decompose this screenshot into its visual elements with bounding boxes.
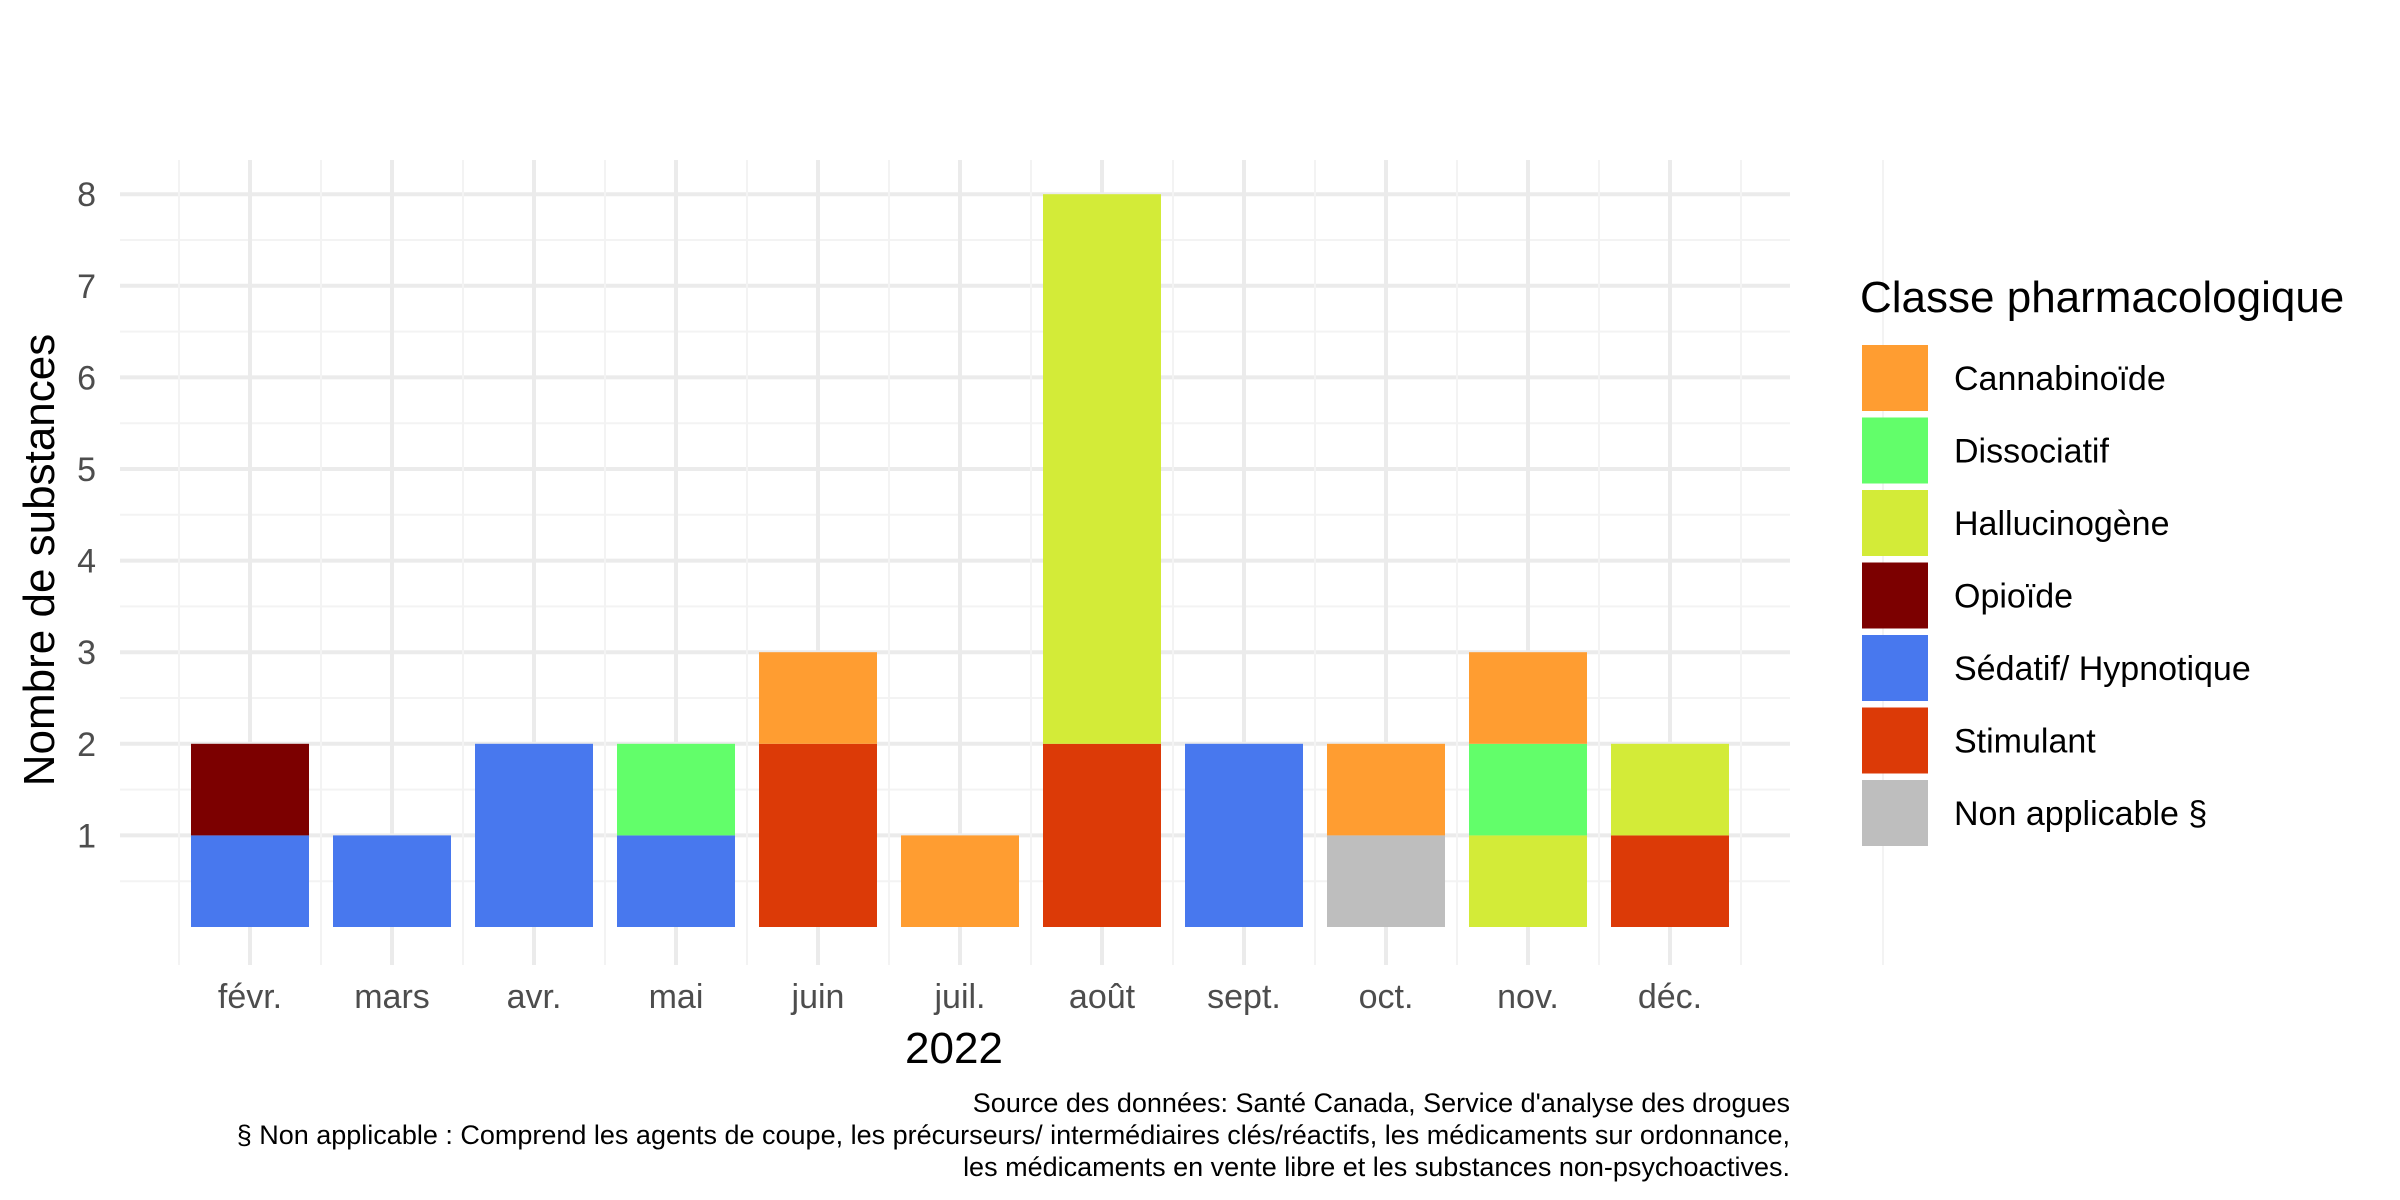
bar-oct-nonapplicable <box>1327 835 1445 927</box>
legend: Classe pharmacologique Cannabinoïde Disso… <box>1860 273 2344 846</box>
legend-label: Cannabinoïde <box>1954 360 2166 398</box>
x-tick-label: déc. <box>1638 978 1702 1016</box>
y-tick-label: 5 <box>77 451 96 489</box>
legend-key <box>1862 562 1928 629</box>
y-tick-label: 7 <box>77 268 96 306</box>
bar-sept-sédatifhypnotique <box>1185 743 1303 927</box>
x-tick-label: avr. <box>507 978 562 1016</box>
bar-juin-cannabinoïde <box>759 652 877 744</box>
x-tick-label: mars <box>354 978 430 1016</box>
legend-key <box>1862 635 1928 701</box>
legend-title: Classe pharmacologique <box>1860 273 2344 322</box>
x-tick-label: juin <box>791 978 845 1016</box>
bar-juil-cannabinoïde <box>901 835 1019 927</box>
caption-line-1: Source des données: Santé Canada, Servic… <box>973 1088 1790 1118</box>
x-tick-label: mai <box>649 978 704 1016</box>
bar-aot-stimulant <box>1043 743 1161 927</box>
caption-line-2: § Non applicable : Comprend les agents d… <box>237 1120 1790 1150</box>
x-tick-label: sept. <box>1207 978 1281 1016</box>
bar-dc-stimulant <box>1611 835 1729 927</box>
bar-mai-sédatifhypnotique <box>617 835 735 927</box>
bar-oct-cannabinoïde <box>1327 743 1445 836</box>
y-tick-label: 4 <box>77 543 96 581</box>
legend-label: Opioïde <box>1954 578 2073 616</box>
y-tick-labels: 1 2 3 4 5 6 7 8 <box>77 176 96 855</box>
legend-label: Dissociatif <box>1954 433 2109 471</box>
x-tick-label: juil. <box>933 978 985 1016</box>
y-tick-label: 8 <box>77 176 96 214</box>
caption: Source des données: Santé Canada, Servic… <box>237 1088 1790 1182</box>
legend-label: Hallucinogène <box>1954 505 2170 543</box>
bar-nov-dissociatif <box>1469 743 1587 836</box>
legend-key <box>1862 780 1928 846</box>
legend-key <box>1862 490 1928 556</box>
bar-nov-cannabinoïde <box>1469 652 1587 744</box>
bar-fvr-sédatifhypnotique <box>191 835 309 927</box>
bar-nov-hallucinogène <box>1469 835 1587 927</box>
x-axis-title: 2022 <box>905 1024 1003 1073</box>
x-tick-labels: févr. mars avr. mai juin juil. août sept. oct. no… <box>218 978 1702 1016</box>
bar-juin-stimulant <box>759 743 877 927</box>
x-tick-label: août <box>1069 978 1136 1016</box>
bar-aot-hallucinogène <box>1043 194 1161 744</box>
y-tick-label: 6 <box>77 359 96 397</box>
y-tick-label: 1 <box>77 817 96 855</box>
x-tick-label: oct. <box>1359 978 1414 1016</box>
bar-mars-sédatifhypnotique <box>333 835 451 927</box>
bar-fvr-opioïde <box>191 743 309 836</box>
x-tick-label: févr. <box>218 978 282 1016</box>
legend-key <box>1862 707 1928 774</box>
bars <box>191 194 1729 927</box>
bar-avr-sédatifhypnotique <box>475 743 593 927</box>
x-tick-label: nov. <box>1497 978 1559 1016</box>
caption-line-3: les médicaments en vente libre et les su… <box>963 1152 1790 1182</box>
y-tick-label: 2 <box>77 726 96 764</box>
bar-mai-dissociatif <box>617 743 735 836</box>
y-tick-label: 3 <box>77 634 96 672</box>
bar-dc-hallucinogène <box>1611 743 1729 836</box>
y-axis-title: Nombre de substances <box>15 334 64 786</box>
legend-key <box>1862 345 1928 411</box>
legend-label: Non applicable § <box>1954 795 2207 833</box>
legend-label: Sédatif/ Hypnotique <box>1954 650 2251 688</box>
legend-label: Stimulant <box>1954 723 2096 761</box>
legend-key <box>1862 417 1928 484</box>
